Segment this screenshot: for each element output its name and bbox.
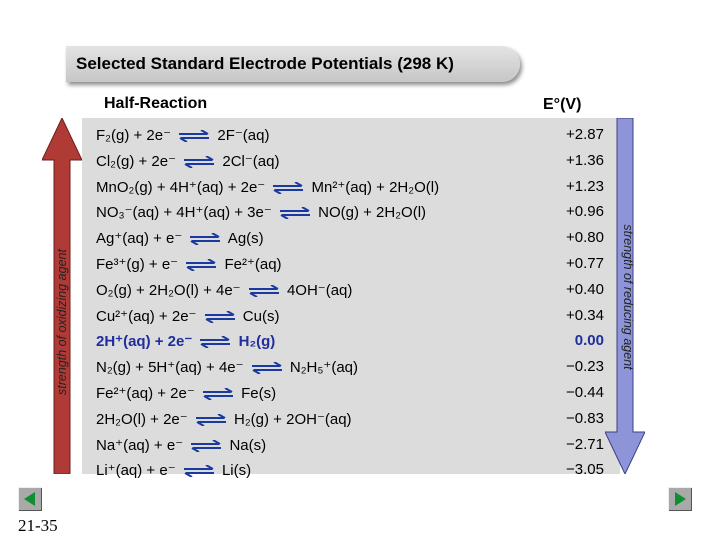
reaction-row: Fe²⁺(aq) + 2e⁻ Fe(s) −0.44 — [96, 380, 616, 406]
half-reaction: Ag⁺(aq) + e⁻ Ag(s) — [96, 230, 264, 248]
reaction-row: Fe³⁺(g) + e⁻ Fe²⁺(aq) +0.77 — [96, 251, 616, 277]
reaction-table — [82, 118, 620, 474]
reducing-strength-arrow — [605, 118, 645, 474]
header-potential: E°(V) — [543, 96, 582, 113]
title-bar: Selected Standard Electrode Potentials (… — [66, 46, 520, 82]
potential-value: −3.05 — [566, 461, 604, 479]
equilibrium-arrows-icon — [191, 439, 222, 452]
half-reaction: Cl₂(g) + 2e⁻ 2Cl⁻(aq) — [96, 152, 280, 170]
potential-value: +1.23 — [566, 177, 604, 195]
equilibrium-arrows-icon — [190, 233, 221, 246]
previous-slide-icon — [24, 492, 35, 506]
equilibrium-arrows-icon — [248, 284, 279, 297]
equilibrium-arrows-icon — [184, 155, 215, 168]
reaction-row: Na⁺(aq) + e⁻ Na(s) −2.71 — [96, 432, 616, 458]
potential-value: +0.40 — [566, 280, 604, 298]
reaction-row: Cl₂(g) + 2e⁻ 2Cl⁻(aq) +1.36 — [96, 148, 616, 174]
header-half-reaction: Half-Reaction — [104, 95, 208, 112]
reaction-row: Li⁺(aq) + e⁻ Li(s) −3.05 — [96, 457, 616, 483]
reaction-row: O₂(g) + 2H₂O(l) + 4e⁻ 4OH⁻(aq) +0.40 — [96, 277, 616, 303]
potential-value: +0.96 — [566, 203, 604, 221]
equilibrium-arrows-icon — [279, 207, 310, 220]
slide-number: 21-35 — [18, 516, 58, 535]
potential-value: 0.00 — [574, 332, 604, 350]
reducing-agent-label: strength of reducing agent — [621, 224, 635, 370]
equilibrium-arrows-icon — [251, 362, 282, 375]
equilibrium-arrows-icon — [204, 310, 235, 323]
equilibrium-arrows-icon — [273, 181, 304, 194]
half-reaction: NO₃⁻(aq) + 4H⁺(aq) + 3e⁻ NO(g) + 2H₂O(l) — [96, 204, 427, 222]
next-slide-icon — [675, 492, 686, 506]
half-reaction: Na⁺(aq) + e⁻ Na(s) — [96, 436, 267, 454]
half-reaction: O₂(g) + 2H₂O(l) + 4e⁻ 4OH⁻(aq) — [96, 281, 353, 299]
potential-value: −0.23 — [566, 358, 604, 376]
reaction-row: Ag⁺(aq) + e⁻ Ag(s) +0.80 — [96, 225, 616, 251]
prev-slide-button[interactable] — [18, 487, 42, 511]
reaction-row: Cu²⁺(aq) + 2e⁻ Cu(s) +0.34 — [96, 303, 616, 329]
half-reaction: 2H⁺(aq) + 2e⁻ H₂(g) — [96, 333, 276, 351]
reaction-row: N₂(g) + 5H⁺(aq) + 4e⁻ N₂H₅⁺(aq) −0.23 — [96, 354, 616, 380]
reaction-row: F₂(g) + 2e⁻ 2F⁻(aq) +2.87 — [96, 122, 616, 148]
reaction-row: NO₃⁻(aq) + 4H⁺(aq) + 3e⁻ NO(g) + 2H₂O(l)… — [96, 199, 616, 225]
oxidizing-strength-arrow — [42, 118, 82, 474]
potential-value: −0.44 — [566, 384, 604, 401]
potential-value: −0.83 — [566, 409, 604, 427]
reaction-row: MnO₂(g) + 4H⁺(aq) + 2e⁻ Mn²⁺(aq) + 2H₂O(… — [96, 174, 616, 200]
reaction-row: 2H₂O(l) + 2e⁻ H₂(g) + 2OH⁻(aq) −0.83 — [96, 406, 616, 432]
equilibrium-arrows-icon — [202, 388, 233, 401]
equilibrium-arrows-icon — [179, 130, 210, 143]
half-reaction: Fe³⁺(g) + e⁻ Fe²⁺(aq) — [96, 256, 282, 273]
potential-value: +0.77 — [566, 255, 604, 272]
equilibrium-arrows-icon — [183, 465, 214, 478]
half-reaction: Fe²⁺(aq) + 2e⁻ Fe(s) — [96, 385, 277, 402]
potential-value: +1.36 — [566, 151, 604, 169]
next-slide-button[interactable] — [668, 487, 692, 511]
equilibrium-arrows-icon — [195, 413, 226, 426]
half-reaction: 2H₂O(l) + 2e⁻ H₂(g) + 2OH⁻(aq) — [96, 410, 352, 428]
potential-value: +0.34 — [566, 306, 604, 324]
half-reaction: Li⁺(aq) + e⁻ Li(s) — [96, 462, 252, 480]
half-reaction: N₂(g) + 5H⁺(aq) + 4e⁻ N₂H₅⁺(aq) — [96, 359, 359, 377]
potential-value: +0.80 — [566, 229, 604, 247]
half-reaction: Cu²⁺(aq) + 2e⁻ Cu(s) — [96, 307, 280, 325]
half-reaction: F₂(g) + 2e⁻ 2F⁻(aq) — [96, 127, 270, 144]
half-reaction: MnO₂(g) + 4H⁺(aq) + 2e⁻ Mn²⁺(aq) + 2H₂O(… — [96, 178, 440, 196]
potential-value: −2.71 — [566, 435, 604, 453]
potential-value: +2.87 — [566, 126, 604, 143]
equilibrium-arrows-icon — [200, 336, 231, 349]
reaction-row: 2H⁺(aq) + 2e⁻ H₂(g) 0.00 — [96, 328, 616, 354]
equilibrium-arrows-icon — [186, 259, 217, 272]
page-title: Selected Standard Electrode Potentials (… — [76, 54, 454, 73]
oxidizing-agent-label: strength of oxidizing agent — [55, 249, 69, 395]
